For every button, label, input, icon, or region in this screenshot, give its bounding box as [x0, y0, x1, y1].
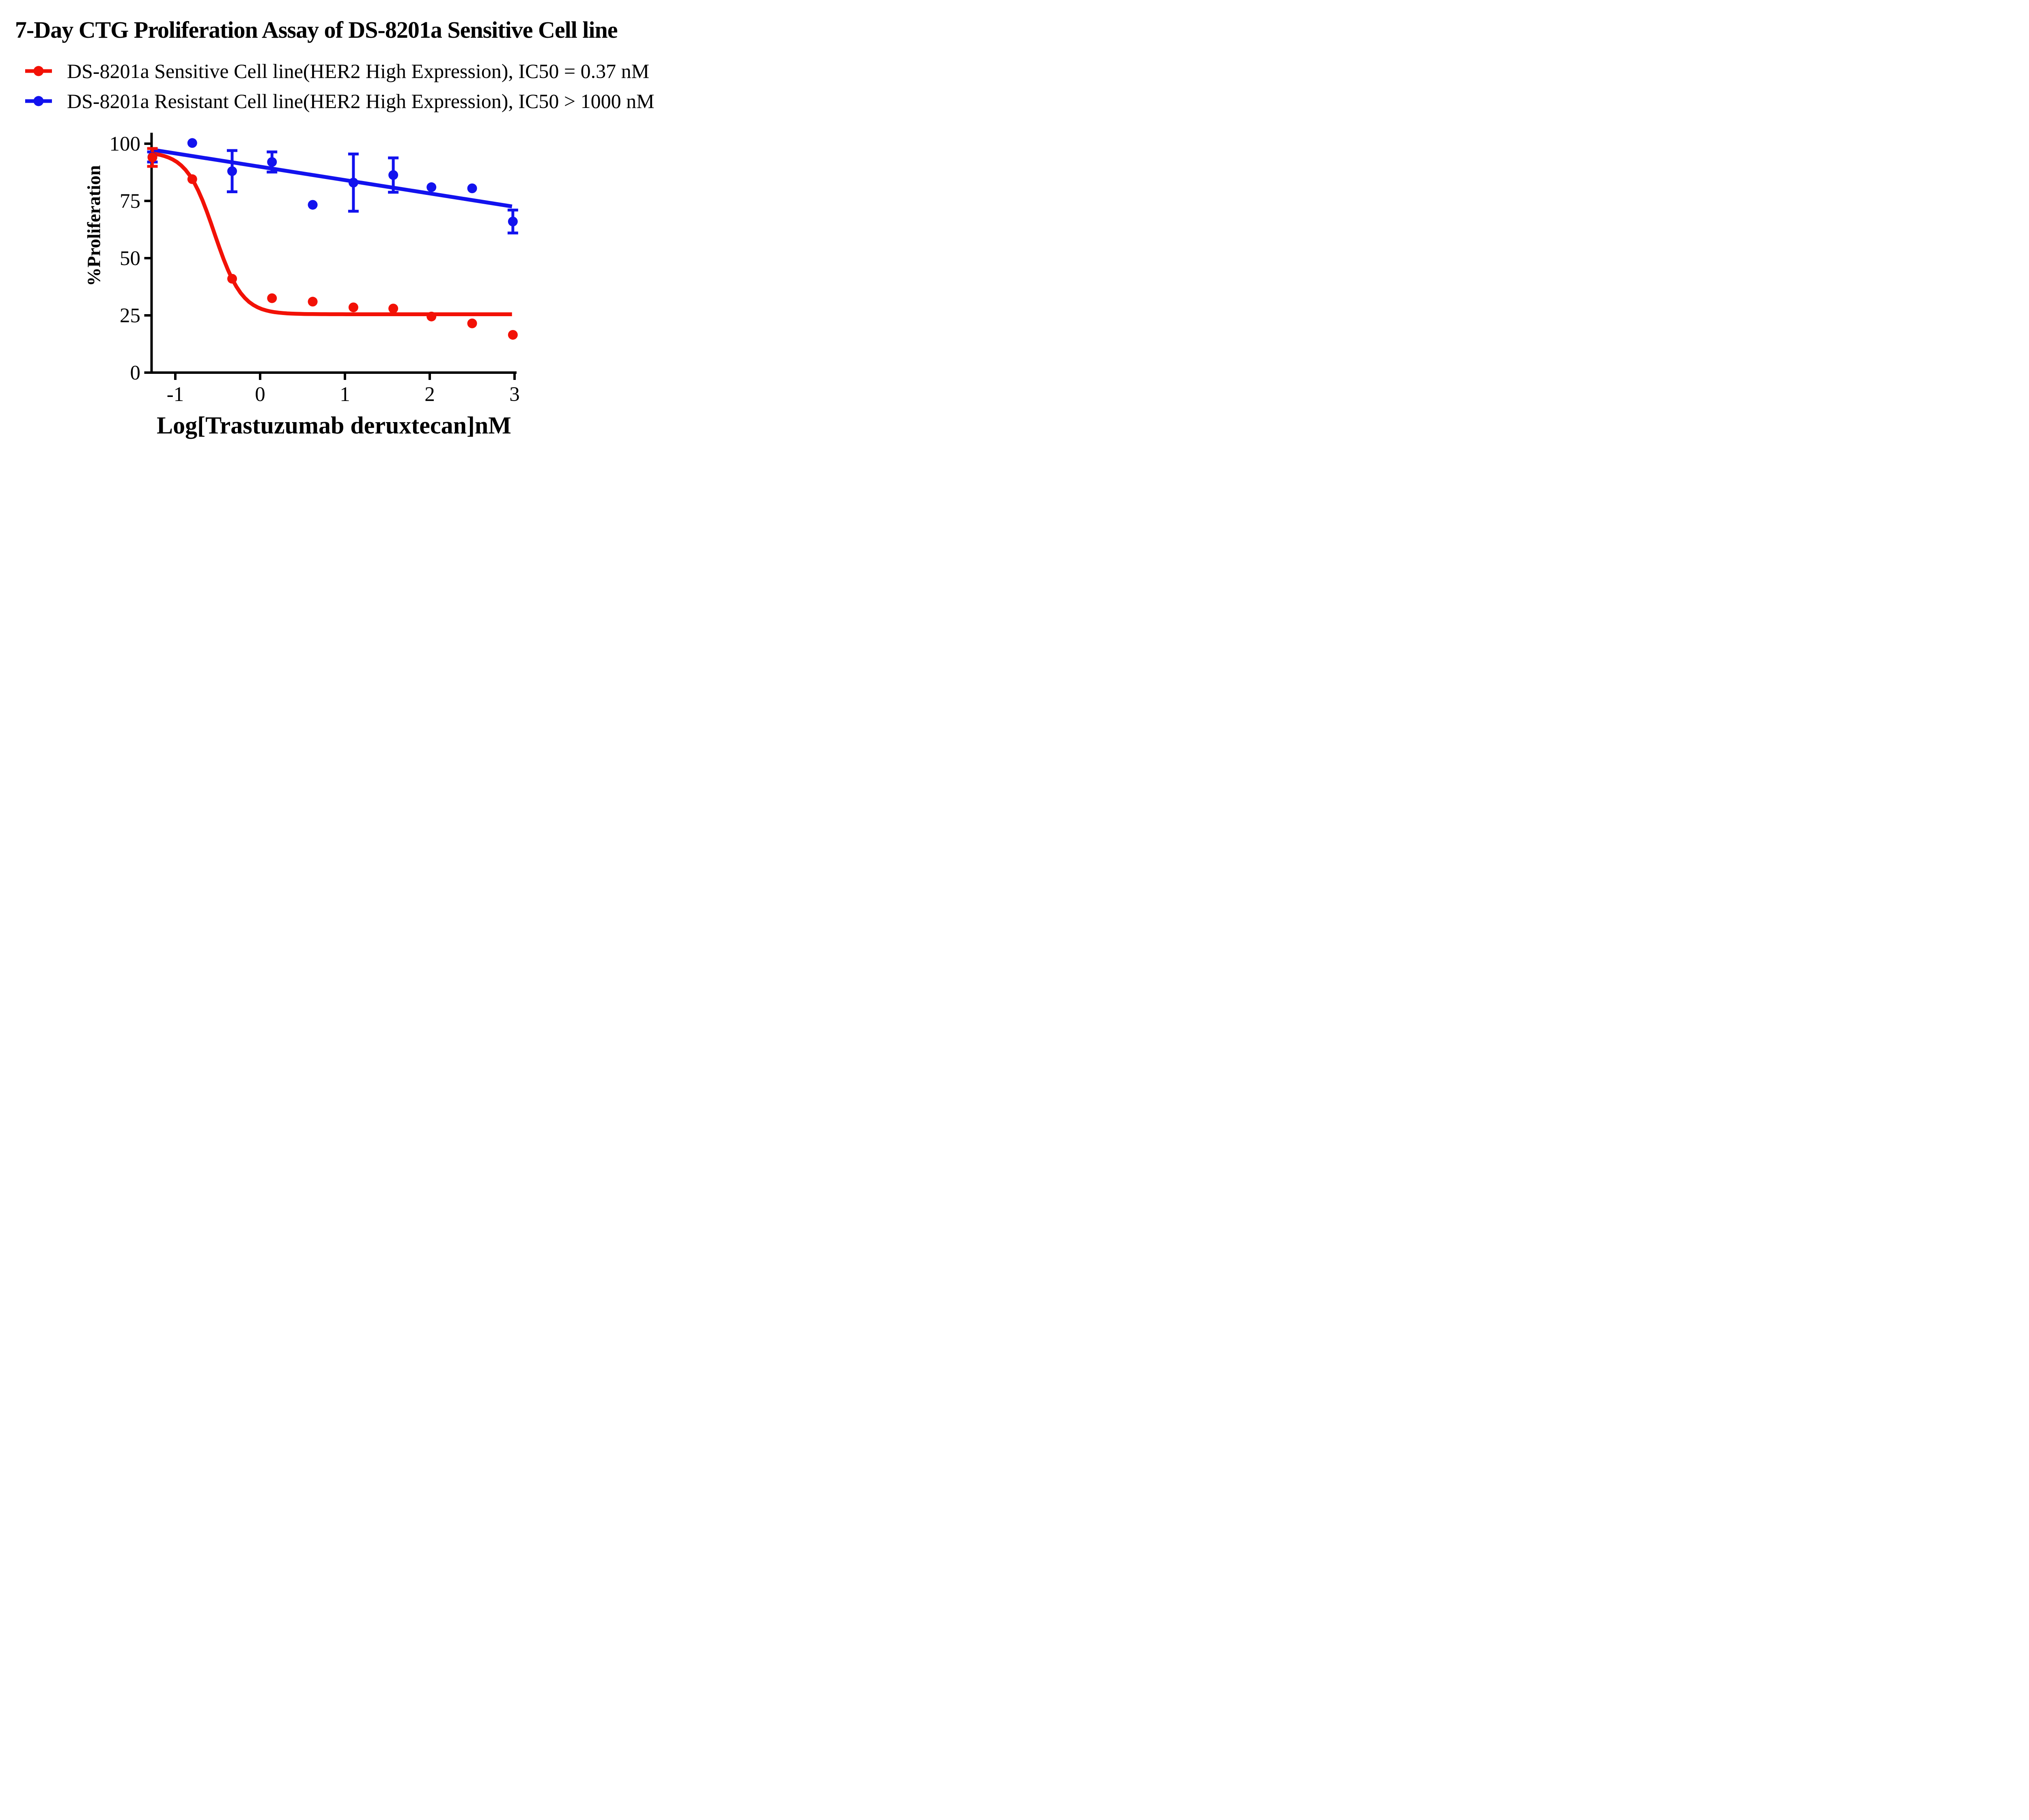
sensitive-data-point — [426, 311, 437, 321]
x-tick-label: 2 — [424, 383, 435, 406]
legend-dot-resistant-icon — [33, 96, 44, 106]
sensitive-data-point — [147, 152, 157, 162]
x-tick-label: -1 — [167, 383, 184, 406]
legend-label-sensitive: DS-8201a Sensitive Cell line(HER2 High E… — [67, 60, 650, 82]
resistant-data-point — [426, 182, 437, 192]
y-tick-label: 25 — [120, 304, 140, 327]
y-tick-label: 100 — [110, 133, 141, 155]
chart-title: 7-Day CTG Proliferation Assay of DS-8201… — [15, 17, 618, 43]
sensitive-data-point — [187, 174, 197, 184]
legend-dot-sensitive-icon — [33, 66, 44, 76]
resistant-data-point — [267, 157, 277, 167]
resistant-data-point — [467, 183, 477, 193]
resistant-data-point — [348, 177, 358, 188]
sensitive-fit-curve — [151, 151, 512, 316]
sensitive-data-point — [348, 302, 358, 313]
legend-label-resistant: DS-8201a Resistant Cell line(HER2 High E… — [67, 90, 655, 112]
y-tick-label: 0 — [130, 362, 141, 384]
resistant-data-point — [308, 200, 318, 210]
sensitive-data-point — [267, 293, 277, 303]
resistant-data-point — [388, 170, 398, 180]
resistant-data-point — [187, 138, 197, 148]
y-tick-label: 50 — [120, 247, 140, 270]
resistant-data-point — [508, 216, 518, 226]
legend-item-sensitive: DS-8201a Sensitive Cell line(HER2 High E… — [25, 58, 649, 84]
x-axis-title: Log[Trastuzumab deruxtecan]nM — [157, 412, 511, 439]
resistant-data-point — [227, 166, 237, 176]
sensitive-data-point — [227, 274, 237, 284]
chart-plot-area: 0 25 50 75 100 -1 0 1 2 3 — [110, 133, 520, 406]
x-tick-label: 3 — [509, 383, 520, 406]
y-tick-label: 75 — [120, 190, 140, 213]
sensitive-data-point — [467, 318, 477, 328]
resistant-fit-line — [151, 147, 513, 209]
legend-marker-resistant-icon — [25, 88, 52, 114]
legend-marker-sensitive-icon — [25, 58, 52, 84]
legend-item-resistant: DS-8201a Resistant Cell line(HER2 High E… — [25, 88, 655, 114]
x-tick-label: 1 — [340, 383, 350, 406]
figure: 7-Day CTG Proliferation Assay of DS-8201… — [0, 0, 669, 455]
x-tick-label: 0 — [255, 383, 265, 406]
sensitive-data-point — [308, 297, 318, 307]
sensitive-data-point — [508, 330, 518, 340]
sensitive-data-point — [388, 304, 398, 314]
